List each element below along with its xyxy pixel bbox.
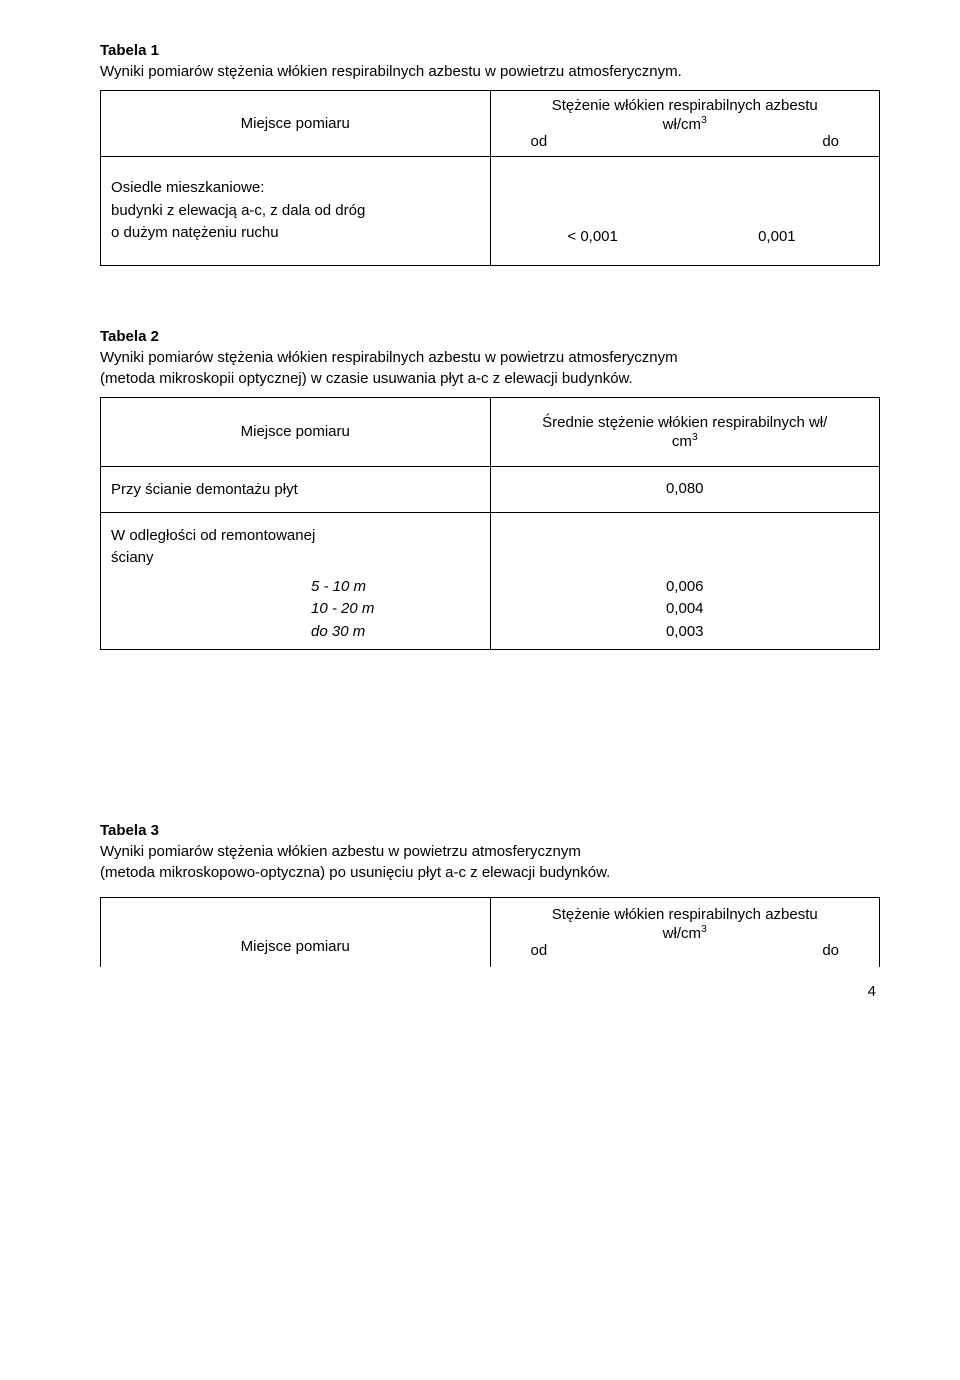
tabela1-heading: Tabela 1 — [100, 40, 880, 61]
tabela1-row-label1: Osiedle mieszkaniowe: — [111, 177, 480, 200]
page-number: 4 — [100, 983, 880, 1000]
tabela1-miejsce-label: Miejsce pomiaru — [241, 115, 350, 132]
tabela2-header-srednie: Średnie stężenie włókien respirabilnych … — [490, 397, 880, 466]
tabela1-od: od — [501, 133, 685, 150]
tabela3-desc2: (metoda mikroskopowo-optyczna) po usunię… — [100, 862, 880, 883]
tabela3-header-stezenie: Stężenie włókien respirabilnych azbestu … — [490, 898, 880, 968]
tabela2-row2-label: W odległości od remontowanej ściany 5 - … — [101, 512, 491, 650]
tabela2-val1: 0,006 — [501, 576, 870, 599]
tabela2-val2: 0,004 — [501, 598, 870, 621]
tabela2-srednie-line1: Średnie stężenie włókien respirabilnych … — [501, 414, 870, 431]
tabela3-do: do — [685, 942, 869, 959]
tabela3-stezenie-unit: wł/cm — [663, 925, 701, 942]
tabela2-range2: 10 - 20 m — [311, 598, 374, 621]
tabela1-header-miejsce: Miejsce pomiaru — [101, 91, 491, 157]
tabela2-row1-val: 0,080 — [490, 466, 880, 512]
tabela1-stezenie-unit-wrap: wł/cm3 — [501, 114, 870, 133]
tabela2-heading: Tabela 2 — [100, 326, 880, 347]
tabela2-range3: do 30 m — [311, 621, 374, 644]
tabela1-val-od: < 0,001 — [501, 228, 685, 245]
tabela2: Miejsce pomiaru Średnie stężenie włókien… — [100, 397, 880, 651]
tabela2-row2-vals: 0,006 0,004 0,003 — [490, 512, 880, 650]
tabela1-row-label: Osiedle mieszkaniowe: budynki z elewacją… — [101, 157, 491, 266]
tabela3: Miejsce pomiaru Stężenie włókien respira… — [100, 897, 880, 967]
tabela3-header-miejsce: Miejsce pomiaru — [101, 898, 491, 968]
tabela2-row2-label1: W odległości od remontowanej — [111, 525, 480, 548]
tabela2-srednie-exp: 3 — [692, 431, 698, 443]
tabela3-stezenie-exp: 3 — [701, 923, 707, 935]
tabela2-desc1: Wyniki pomiarów stężenia włókien respira… — [100, 347, 880, 368]
tabela3-stezenie-unit-wrap: wł/cm3 — [501, 923, 870, 942]
tabela2-row1-label: Przy ścianie demontażu płyt — [101, 466, 491, 512]
tabela1-row-label3: o dużym natężeniu ruchu — [111, 222, 480, 245]
tabela2-desc2: (metoda mikroskopii optycznej) w czasie … — [100, 368, 880, 389]
tabela2-range1: 5 - 10 m — [311, 576, 374, 599]
tabela1-stezenie-unit: wł/cm — [663, 116, 701, 133]
tabela3-heading: Tabela 3 — [100, 820, 880, 841]
tabela3-miejsce-label: Miejsce pomiaru — [241, 938, 350, 955]
tabela2-row1-label-text: Przy ścianie demontażu płyt — [111, 481, 298, 498]
tabela1: Miejsce pomiaru Stężenie włókien respira… — [100, 90, 880, 266]
tabela1-stezenie-line1: Stężenie włókien respirabilnych azbestu — [501, 97, 870, 114]
tabela1-do: do — [685, 133, 869, 150]
tabela2-val3: 0,003 — [501, 621, 870, 644]
tabela1-desc: Wyniki pomiarów stężenia włókien respira… — [100, 61, 880, 82]
tabela1-stezenie-exp: 3 — [701, 114, 707, 126]
tabela2-header-miejsce: Miejsce pomiaru — [101, 397, 491, 466]
tabela1-val-do: 0,001 — [685, 228, 869, 245]
tabela3-desc1: Wyniki pomiarów stężenia włókien azbestu… — [100, 841, 880, 862]
tabela2-row2-label2: ściany — [111, 547, 480, 570]
tabela1-row-values: < 0,001 0,001 — [490, 157, 880, 266]
tabela2-srednie-unit: cm — [672, 433, 692, 450]
tabela1-header-stezenie: Stężenie włókien respirabilnych azbestu … — [490, 91, 880, 157]
tabela3-od: od — [501, 942, 685, 959]
tabela2-srednie-unit-wrap: cm3 — [501, 431, 870, 450]
tabela3-stezenie-line1: Stężenie włókien respirabilnych azbestu — [501, 906, 870, 923]
tabela1-row-label2: budynki z elewacją a-c, z dala od dróg — [111, 200, 480, 223]
tabela2-row1-val-text: 0,080 — [666, 480, 704, 497]
tabela2-miejsce-label: Miejsce pomiaru — [241, 423, 350, 440]
